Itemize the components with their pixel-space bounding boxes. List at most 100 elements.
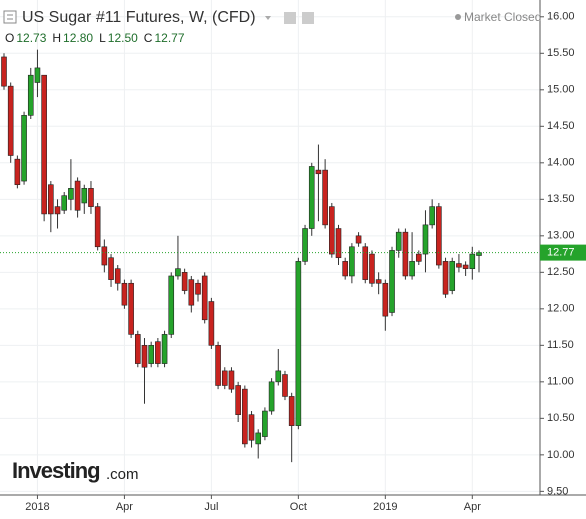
status-dot (455, 14, 461, 20)
candle-body (288, 396, 295, 426)
candle-body (456, 263, 462, 268)
candle-body (81, 188, 88, 204)
candle-body (355, 235, 362, 244)
candle-body (362, 246, 369, 280)
candle-body (74, 180, 81, 211)
candle-body (114, 268, 121, 284)
candle-body (248, 414, 255, 441)
candle-body (342, 261, 348, 277)
candle-body (94, 206, 101, 248)
candle-body (268, 381, 275, 412)
candle-body (195, 282, 201, 295)
candle-body (1, 56, 7, 87)
candle-body (255, 432, 262, 445)
candle-body (27, 74, 34, 116)
candle-body (449, 261, 456, 291)
candle-body (201, 275, 208, 321)
candle-body (375, 279, 382, 284)
y-tick-label: 14.50 (547, 120, 575, 132)
x-tick-label: Apr (116, 501, 133, 513)
candle-body (148, 345, 154, 364)
ohlc-value: 12.50 (108, 31, 138, 45)
candle-body (155, 341, 161, 364)
candle-body (14, 158, 21, 186)
dropdown-caret[interactable] (265, 16, 271, 20)
candle-body (188, 279, 195, 306)
y-tick-label: 11.50 (547, 339, 574, 351)
candle-body (108, 257, 114, 280)
y-tick-label: 13.50 (547, 193, 575, 205)
candle-body (175, 268, 181, 277)
candle-body (382, 282, 389, 317)
candle-body (228, 370, 235, 390)
candle-body (262, 410, 268, 437)
candle-body (422, 224, 429, 255)
candle-body (161, 334, 168, 364)
candle-body (101, 246, 108, 266)
candle-body (295, 261, 302, 426)
candle-body (168, 275, 175, 335)
last-price-label: 12.77 (547, 247, 575, 259)
candle-body (349, 246, 355, 277)
candle-body (61, 195, 68, 211)
legend-icon[interactable] (3, 10, 17, 24)
candle-body (68, 188, 74, 200)
ohlc-key: O (5, 31, 14, 45)
candle-body (221, 370, 228, 386)
candle-body (121, 282, 128, 306)
candle-body (369, 253, 375, 284)
settings-icon[interactable] (302, 12, 314, 24)
ohlc-value: 12.73 (16, 31, 46, 45)
x-tick-label: Oct (290, 501, 307, 513)
ohlc-key: L (99, 31, 106, 45)
candle-body (469, 253, 476, 269)
y-tick-label: 12.50 (547, 266, 575, 278)
candle-body (315, 169, 322, 175)
candle-body (141, 345, 148, 368)
settings-icon[interactable] (284, 12, 296, 24)
candle-body (21, 115, 27, 182)
ohlc-header: O 12.73 H 12.80 L 12.50 C 12.77 (5, 31, 185, 45)
market-status: Market Closed (464, 10, 541, 24)
candle-body (282, 374, 288, 397)
last-price-tag (540, 244, 586, 261)
candles (1, 49, 482, 463)
ohlc-key: H (52, 31, 61, 45)
candle-body (54, 206, 61, 215)
y-tick-label: 16.00 (547, 11, 575, 23)
y-tick-label: 10.50 (547, 412, 575, 424)
candle-body (436, 206, 442, 266)
y-tick-label: 15.00 (547, 84, 575, 96)
y-tick-label: 12.00 (547, 303, 575, 315)
ohlc-key: C (144, 31, 153, 45)
candle-body (462, 264, 469, 269)
candle-body (308, 166, 315, 229)
candle-body (135, 334, 141, 364)
ohlc-value: 12.80 (63, 31, 93, 45)
candle-body (302, 228, 308, 262)
y-tick-label: 15.50 (547, 47, 575, 59)
candle-body (128, 282, 134, 335)
candle-body (48, 184, 54, 215)
candle-body (275, 370, 282, 383)
candle-body (429, 206, 435, 226)
x-tick-label: Apr (464, 501, 481, 513)
candle-body (389, 250, 395, 313)
x-tick-label: 2018 (25, 501, 49, 513)
candle-body (476, 252, 482, 256)
candle-body (181, 272, 188, 291)
candle-body (335, 228, 342, 259)
candle-body (7, 85, 14, 156)
candle-body (442, 261, 449, 295)
candle-body (88, 188, 94, 207)
y-tick-label: 10.00 (547, 449, 575, 461)
candle-body (242, 388, 248, 445)
candle-body (215, 345, 221, 386)
y-tick-label: 11.00 (547, 376, 574, 388)
logo-suffix: .com (106, 466, 139, 483)
candle-body (329, 206, 335, 255)
chart-title: US Sugar #11 Futures, W, (CFD) (22, 9, 256, 26)
x-tick-label: Jul (204, 501, 218, 513)
